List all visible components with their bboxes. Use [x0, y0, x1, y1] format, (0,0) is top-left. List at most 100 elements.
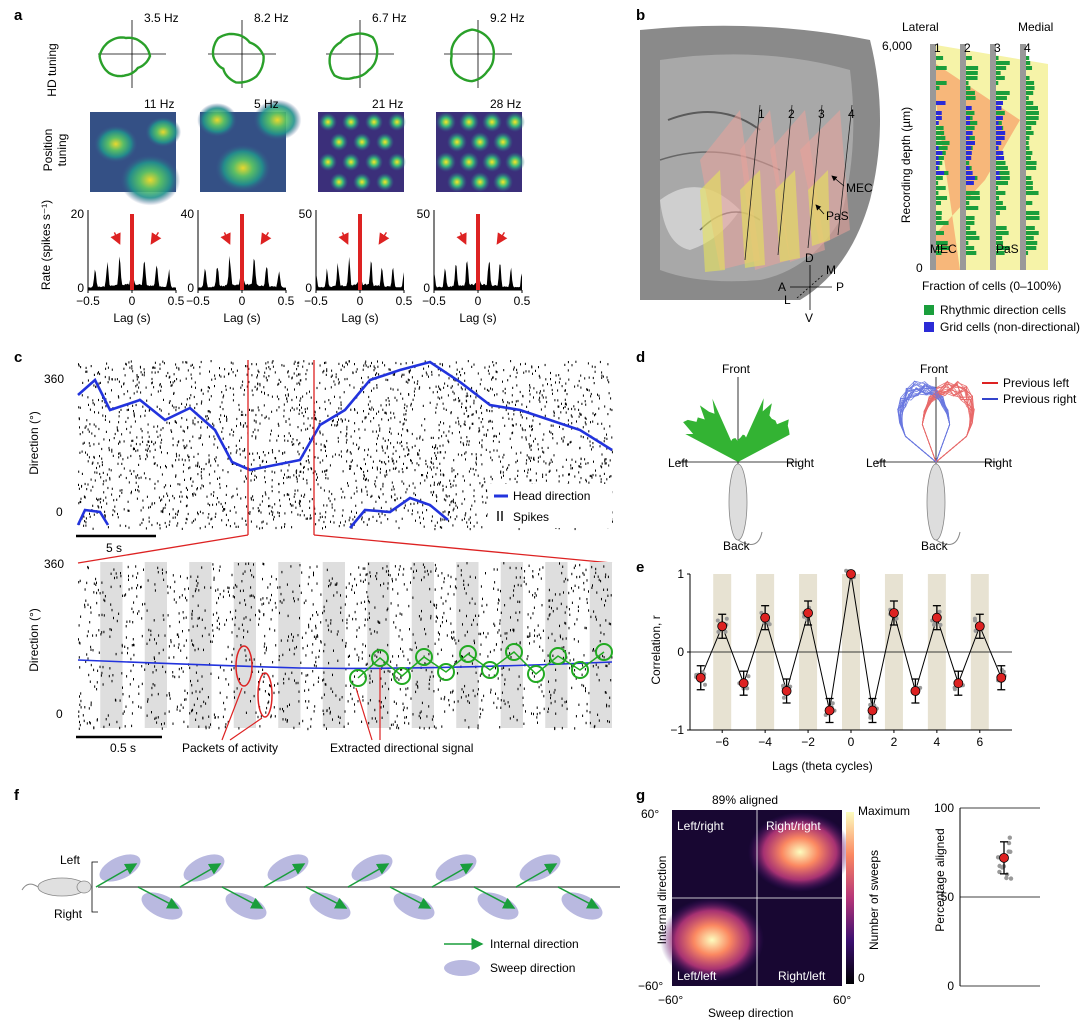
lag-tick-label: 0	[357, 294, 364, 308]
corr-x-tick: −2	[801, 735, 815, 749]
sweep-direction-label: Sweep direction	[708, 1006, 793, 1020]
legend-rhythmic: Rhythmic direction cells	[940, 303, 1066, 317]
panel-c: c Direction (°) 360 0 Head direction Spi…	[14, 349, 613, 755]
position-map	[197, 99, 302, 192]
position-tuning-row: 11 Hz 5 Hz 21 Hz 28 Hz	[90, 97, 525, 206]
top-y-min: 0	[56, 505, 63, 519]
corr-y-tick: 1	[677, 567, 684, 581]
shank-label-2: 2	[788, 107, 795, 121]
internal-direction-arrow	[137, 886, 180, 909]
colorbar-label: Number of sweeps	[867, 850, 881, 950]
pct-mean-point	[999, 852, 1009, 863]
panel-label-c: c	[14, 349, 22, 366]
correlation-point	[824, 705, 835, 716]
internal-direction-arrow	[557, 886, 600, 909]
rate-ymin-tick: 0	[305, 281, 312, 295]
brain-section-image	[640, 25, 880, 300]
mec-brain-label: MEC	[846, 181, 873, 195]
axis-posterior: P	[836, 280, 844, 294]
bottom-y-max: 360	[44, 557, 64, 571]
axis-ventral: V	[805, 311, 813, 325]
right-label-right: Right	[984, 456, 1013, 470]
extracted-point	[571, 661, 589, 679]
quadrant-right-left: Right/left	[778, 969, 826, 983]
rate-ymax-tick: 50	[417, 207, 431, 221]
internal-direction-arrow	[95, 863, 138, 888]
hd-tuning-curve	[98, 36, 152, 78]
lag-axis-label: Lag (s)	[341, 311, 378, 325]
lag-tick-label: −0.5	[304, 294, 328, 308]
shank-bar	[1020, 44, 1026, 270]
extracted-point	[371, 649, 389, 667]
legend-previous-left: Previous left	[1003, 376, 1070, 390]
right-label-left: Right	[786, 456, 815, 470]
aligned-title: 89% aligned	[712, 793, 778, 807]
heatmap-y-top: 60°	[641, 807, 659, 821]
left-right-bracket	[91, 861, 98, 913]
legend-grid: Grid cells (non-directional)	[940, 320, 1080, 334]
hd-peak-rate: 6.7 Hz	[372, 11, 407, 25]
head-direction-trace-zoom	[77, 659, 613, 670]
raster-legend: Head direction Spikes	[488, 484, 612, 528]
quadrant-left-right: Left/right	[677, 819, 724, 833]
corr-x-tick: 2	[891, 735, 898, 749]
direction-distribution	[683, 398, 790, 462]
correlation-point	[760, 612, 771, 623]
panel-label-e: e	[636, 559, 644, 576]
packet-ellipse	[235, 645, 253, 687]
mec-region-label: MEC	[930, 242, 957, 256]
correlation-axis-label: Correlation, r	[649, 615, 663, 684]
correlation-point	[974, 621, 985, 632]
legend-swatch-grid	[924, 322, 934, 332]
mouse-body-icon	[926, 463, 946, 541]
annotation-extracted: Extracted directional signal	[330, 741, 473, 755]
lag-tick-label: −0.5	[422, 294, 446, 308]
position-peak-rate: 28 Hz	[490, 97, 521, 111]
panel-label-g: g	[636, 787, 645, 804]
pas-region-label: PaS	[996, 242, 1019, 256]
depth-min-label: 0	[916, 261, 923, 275]
correlation-point	[889, 608, 899, 618]
corr-y-tick: 0	[677, 645, 684, 659]
legend-swatch-rhythmic	[924, 305, 934, 315]
corr-x-tick: 6	[976, 735, 983, 749]
alignment-heatmap: Left/right Right/right Left/left Right/l…	[660, 810, 852, 986]
legend-spikes: Spikes	[513, 510, 549, 524]
sweep-ellipse	[519, 854, 561, 882]
position-tuning-label-1: Position	[41, 129, 55, 172]
extracted-point	[527, 665, 545, 683]
internal-direction-arrow	[389, 886, 432, 909]
scale-bar-top-label: 5 s	[106, 541, 122, 555]
lag-tick-label: −0.5	[76, 294, 100, 308]
lag-axis-label: Lag (s)	[223, 311, 260, 325]
fraction-axis-label: Fraction of cells (0–100%)	[922, 279, 1061, 293]
top-y-max: 360	[44, 372, 64, 386]
medial-label: Medial	[1018, 20, 1053, 34]
lag-tick-label: 0.5	[514, 294, 531, 308]
pct-y-tick: 50	[941, 890, 955, 904]
internal-direction-arrow	[473, 886, 516, 909]
correlation-point	[867, 705, 878, 716]
sweep-ellipse	[141, 892, 183, 920]
rate-ymax-tick: 40	[181, 207, 195, 221]
extracted-point	[349, 669, 367, 687]
mouse-icon	[21, 877, 92, 897]
lag-tick-label: 0	[475, 294, 482, 308]
rate-ymax-tick: 50	[299, 207, 313, 221]
annotation-packets: Packets of activity	[182, 741, 278, 755]
corr-y-tick: −1	[670, 723, 684, 737]
correlation-point	[910, 686, 921, 696]
hd-peak-rate: 9.2 Hz	[490, 11, 525, 25]
shank-number: 1	[934, 41, 941, 55]
panel-f: f Left Right Internal direction Sweep di…	[14, 787, 620, 976]
panel-d: d Front Back Left Right Front Back Left …	[636, 349, 1077, 553]
corr-x-tick: 4	[934, 735, 941, 749]
left-label-right: Left	[866, 456, 887, 470]
shank-bar	[960, 44, 966, 270]
heatmap-x-right: 60°	[833, 993, 851, 1007]
correlation-plot: 1 0 −1 −6 −4 −2 0 2 4 6	[670, 567, 1012, 749]
panel-a: a HD tuning Position tuning Rate (spikes…	[14, 7, 531, 325]
spike-raster-top	[76, 360, 613, 531]
